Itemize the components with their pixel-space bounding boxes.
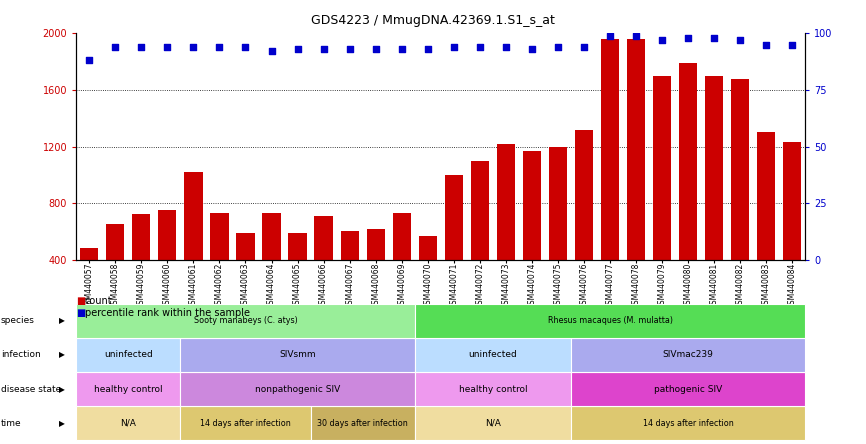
Point — [682, 34, 695, 41]
Text: healthy control: healthy control — [459, 385, 527, 394]
Bar — [679, 63, 697, 316]
Point — [421, 46, 435, 53]
Text: GDS4223 / MmugDNA.42369.1.S1_s_at: GDS4223 / MmugDNA.42369.1.S1_s_at — [311, 14, 555, 27]
Bar — [575, 130, 593, 316]
Point — [238, 44, 252, 51]
Text: species: species — [1, 316, 35, 325]
Point — [317, 46, 331, 53]
Bar — [601, 39, 619, 316]
Text: uninfected: uninfected — [469, 350, 517, 360]
Point — [759, 41, 773, 48]
Bar — [627, 39, 645, 316]
Bar — [262, 213, 281, 316]
Point — [447, 44, 461, 51]
Point — [186, 44, 200, 51]
Bar — [783, 142, 801, 316]
Text: healthy control: healthy control — [94, 385, 163, 394]
Text: nonpathogenic SIV: nonpathogenic SIV — [255, 385, 340, 394]
Text: ▶: ▶ — [60, 316, 65, 325]
Point — [82, 57, 96, 64]
Point — [369, 46, 383, 53]
Point — [551, 44, 565, 51]
Bar — [471, 161, 489, 316]
Bar — [705, 76, 723, 316]
Point — [785, 41, 799, 48]
Bar — [445, 175, 463, 316]
Bar — [757, 132, 775, 316]
Point — [656, 36, 669, 44]
Bar — [132, 214, 151, 316]
Bar — [107, 224, 125, 316]
Bar — [314, 216, 333, 316]
Bar — [184, 172, 203, 316]
Text: Sooty manabeys (C. atys): Sooty manabeys (C. atys) — [194, 316, 297, 325]
Bar — [549, 147, 567, 316]
Text: ■: ■ — [76, 308, 86, 317]
Point — [265, 48, 279, 55]
Text: ▶: ▶ — [60, 350, 65, 360]
Bar — [158, 210, 177, 316]
Text: percentile rank within the sample: percentile rank within the sample — [85, 308, 250, 317]
Text: N/A: N/A — [120, 419, 136, 428]
Point — [734, 36, 747, 44]
Text: Rhesus macaques (M. mulatta): Rhesus macaques (M. mulatta) — [547, 316, 673, 325]
Text: uninfected: uninfected — [104, 350, 152, 360]
Point — [212, 44, 226, 51]
Text: pathogenic SIV: pathogenic SIV — [654, 385, 722, 394]
Point — [291, 46, 305, 53]
Point — [603, 32, 617, 39]
Point — [630, 32, 643, 39]
Bar — [288, 233, 307, 316]
Point — [577, 44, 591, 51]
Text: ■: ■ — [76, 297, 86, 306]
Text: 30 days after infection: 30 days after infection — [317, 419, 408, 428]
Point — [708, 34, 721, 41]
Point — [134, 44, 148, 51]
Bar — [523, 151, 541, 316]
Text: N/A: N/A — [485, 419, 501, 428]
Text: SIVmac239: SIVmac239 — [662, 350, 714, 360]
Text: disease state: disease state — [1, 385, 61, 394]
Point — [343, 46, 357, 53]
Bar — [731, 79, 749, 316]
Text: time: time — [1, 419, 22, 428]
Text: ▶: ▶ — [60, 419, 65, 428]
Text: ▶: ▶ — [60, 385, 65, 394]
Text: 14 days after infection: 14 days after infection — [200, 419, 291, 428]
Text: SIVsmm: SIVsmm — [279, 350, 316, 360]
Bar — [392, 213, 410, 316]
Text: count: count — [85, 297, 113, 306]
Bar — [236, 233, 255, 316]
Text: 14 days after infection: 14 days after infection — [643, 419, 734, 428]
Bar — [366, 229, 385, 316]
Bar — [497, 144, 515, 316]
Text: infection: infection — [1, 350, 41, 360]
Point — [473, 44, 487, 51]
Bar — [653, 76, 671, 316]
Bar — [210, 213, 229, 316]
Bar — [418, 236, 436, 316]
Point — [395, 46, 409, 53]
Point — [499, 44, 513, 51]
Bar — [81, 249, 99, 316]
Point — [525, 46, 539, 53]
Point — [108, 44, 122, 51]
Bar — [340, 231, 359, 316]
Point — [160, 44, 174, 51]
